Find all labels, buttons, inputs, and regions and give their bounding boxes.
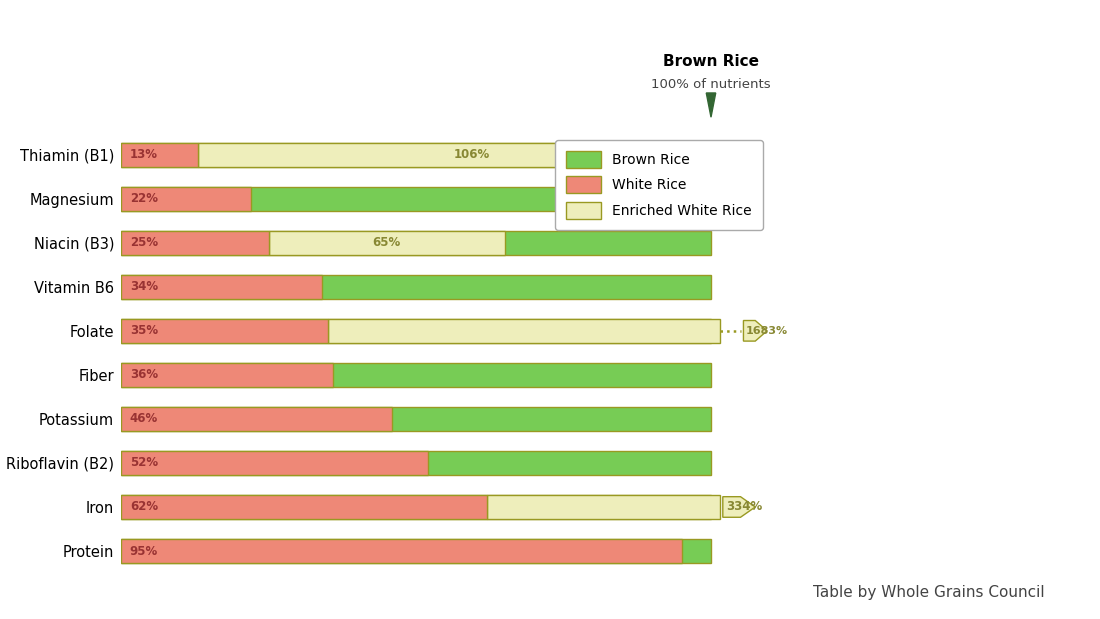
Bar — [121, 319, 711, 343]
Text: 100% of nutrients: 100% of nutrients — [651, 78, 771, 91]
Text: 35%: 35% — [130, 324, 158, 337]
Text: 65%: 65% — [373, 236, 400, 249]
Bar — [121, 231, 268, 255]
Bar — [121, 407, 711, 431]
Text: 36%: 36% — [130, 368, 158, 381]
Text: 13%: 13% — [130, 148, 158, 161]
Bar — [121, 363, 711, 387]
Bar — [121, 451, 428, 475]
Bar — [198, 142, 747, 167]
Text: 25%: 25% — [130, 236, 158, 249]
Bar — [121, 186, 251, 211]
Text: Table by Whole Grains Council: Table by Whole Grains Council — [813, 586, 1045, 600]
Bar — [121, 495, 487, 519]
Bar — [121, 495, 711, 519]
Bar — [121, 451, 711, 475]
Bar — [121, 275, 321, 299]
Text: 62%: 62% — [130, 501, 158, 514]
Text: 46%: 46% — [130, 412, 158, 425]
Bar — [121, 539, 682, 563]
Bar — [121, 231, 711, 255]
Bar — [268, 231, 505, 255]
Text: 34%: 34% — [130, 280, 158, 293]
Text: 1683%: 1683% — [746, 326, 788, 336]
Text: 52%: 52% — [130, 456, 158, 469]
Legend: Brown Rice, White Rice, Enriched White Rice: Brown Rice, White Rice, Enriched White R… — [556, 140, 763, 230]
Bar — [121, 142, 711, 167]
Bar — [121, 539, 711, 563]
Bar — [121, 319, 328, 343]
Bar — [121, 275, 711, 299]
Bar — [121, 142, 198, 167]
Text: Brown Rice: Brown Rice — [663, 54, 759, 69]
Bar — [487, 495, 719, 519]
Bar — [121, 186, 711, 211]
Polygon shape — [723, 496, 756, 517]
Text: 334%: 334% — [726, 501, 762, 514]
Text: 95%: 95% — [130, 545, 158, 558]
Bar — [328, 319, 719, 343]
Polygon shape — [744, 321, 767, 341]
Bar — [121, 363, 333, 387]
Bar — [121, 407, 393, 431]
Text: 106%: 106% — [454, 148, 491, 161]
Polygon shape — [706, 93, 716, 117]
Text: 22%: 22% — [130, 192, 158, 205]
